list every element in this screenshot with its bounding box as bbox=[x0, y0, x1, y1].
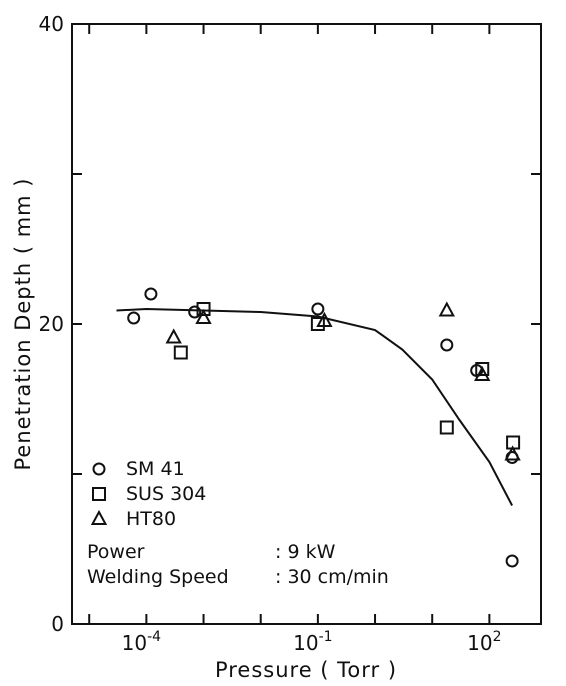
data-point-sus-304 bbox=[196, 302, 211, 316]
data-point-ht80 bbox=[316, 311, 333, 327]
data-point-sus-304 bbox=[475, 362, 490, 376]
data-point-ht80 bbox=[474, 365, 491, 381]
data-point-sm-41 bbox=[188, 305, 202, 319]
x-tick-label: 102 bbox=[467, 629, 501, 655]
condition-label: Welding Speed bbox=[87, 566, 229, 588]
y-tick-label: 0 bbox=[51, 612, 64, 636]
condition-value: : 9 kW bbox=[275, 541, 336, 563]
data-point-sm-41 bbox=[440, 338, 454, 352]
legend-label-ht80: HT80 bbox=[126, 508, 176, 530]
data-point-ht80 bbox=[195, 308, 212, 324]
axis-ticks bbox=[72, 23, 541, 625]
test-conditions: Power : 9 kW Welding Speed : 30 cm/min bbox=[87, 541, 389, 588]
data-point-ht80 bbox=[165, 328, 182, 344]
data-points bbox=[127, 287, 521, 568]
legend-marker-sus-304 bbox=[92, 487, 106, 501]
condition-value: : 30 cm/min bbox=[275, 566, 389, 588]
x-axis-title: Pressure ( Torr ) bbox=[215, 658, 397, 682]
legend-marker-ht80 bbox=[90, 509, 108, 525]
x-tick-label: 10-4 bbox=[122, 629, 162, 655]
data-point-sus-304 bbox=[173, 345, 188, 360]
data-point-sm-41 bbox=[127, 311, 141, 325]
x-tick-label: 10-1 bbox=[293, 629, 332, 655]
fit-curve bbox=[116, 307, 513, 506]
y-tick-label: 20 bbox=[39, 312, 64, 336]
legend-label-sus-304: SUS 304 bbox=[126, 483, 206, 505]
data-point-ht80 bbox=[438, 301, 455, 317]
legend-marker-sm-41 bbox=[92, 462, 106, 476]
data-point-sm-41 bbox=[311, 302, 325, 316]
y-tick-label: 40 bbox=[39, 12, 64, 36]
data-point-sus-304 bbox=[439, 420, 454, 435]
plot-frame bbox=[71, 23, 542, 625]
data-point-ht80 bbox=[504, 445, 521, 461]
data-point-sus-304 bbox=[310, 317, 325, 331]
data-point-sm-41 bbox=[144, 287, 158, 301]
condition-label: Power bbox=[87, 541, 145, 563]
legend: SM 41 SUS 304 HT80 bbox=[90, 458, 206, 530]
legend-label-sm-41: SM 41 bbox=[126, 458, 185, 480]
tick-labels: 0 20 40 10-4 10-1 102 bbox=[39, 12, 502, 655]
y-axis-title: Penetration Depth ( mm ) bbox=[11, 178, 35, 471]
data-point-sm-41 bbox=[505, 554, 519, 568]
